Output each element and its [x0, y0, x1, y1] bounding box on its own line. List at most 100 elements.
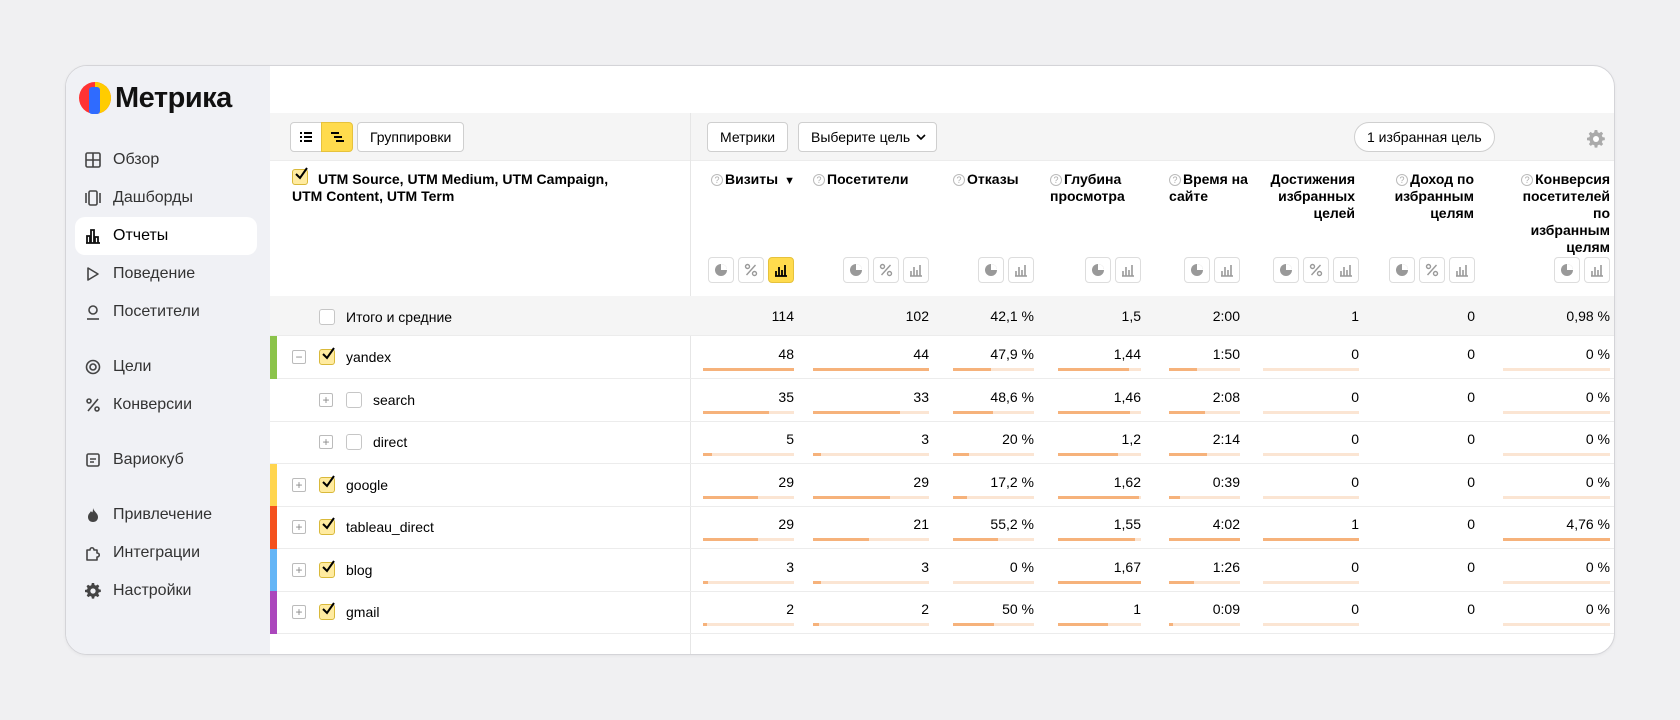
expand-icon[interactable]: +: [319, 393, 333, 407]
metric-bar-track: [1263, 411, 1359, 414]
sidebar-item-dashboards[interactable]: Дашборды: [75, 179, 257, 217]
table-row[interactable]: + blog 3 3 0 % 1,67 1:26 0 0 0 %: [270, 549, 1614, 592]
collapse-icon[interactable]: −: [292, 350, 306, 364]
list-view-button[interactable]: [290, 122, 322, 152]
metric-bar-fill: [813, 496, 890, 499]
row-checkbox[interactable]: [319, 602, 335, 620]
column-header[interactable]: ? Глубина просмотра: [1050, 171, 1140, 205]
row-label[interactable]: tableau_direct: [346, 519, 434, 535]
percent-view-button[interactable]: [1303, 257, 1329, 283]
column-header[interactable]: ? Время на сайте: [1169, 171, 1249, 205]
column-header[interactable]: Достижения избранных целей: [1257, 171, 1355, 222]
sidebar-item-variocube[interactable]: Вариокуб: [75, 441, 257, 479]
nav-gap: [75, 424, 257, 441]
column-header[interactable]: ? Посетители: [813, 171, 929, 188]
table-row[interactable]: + tableau_direct 29 21 55,2 % 1,55 4:02 1 0 4,76 …: [270, 506, 1614, 549]
bar-chart-view-button[interactable]: [1449, 257, 1475, 283]
percent-view-button[interactable]: [873, 257, 899, 283]
sidebar-item-play[interactable]: Поведение: [75, 255, 257, 293]
pie-chart-view-button[interactable]: [1085, 257, 1111, 283]
dimension-header[interactable]: UTM Source, UTM Medium, UTM Campaign, UT…: [292, 171, 609, 204]
totals-checkbox[interactable]: [319, 309, 335, 325]
bar-chart-view-button[interactable]: [1214, 257, 1240, 283]
expand-icon[interactable]: +: [292, 563, 306, 577]
tree-view-button[interactable]: [321, 122, 353, 152]
column-header[interactable]: ? Визиты ▼: [695, 171, 795, 190]
help-icon[interactable]: ?: [1050, 174, 1062, 186]
sidebar-item-reports[interactable]: Отчеты: [75, 217, 257, 255]
row-label[interactable]: search: [373, 392, 416, 408]
totals-label: Итого и средние: [346, 309, 453, 325]
metric-bar-fill: [953, 411, 993, 414]
help-icon[interactable]: ?: [1521, 174, 1534, 186]
percent-view-button[interactable]: [1419, 257, 1445, 283]
metrics-button[interactable]: Метрики: [707, 122, 789, 152]
table-row[interactable]: + search 35 33 48,6 % 1,46 2:08 0 0 0 %: [270, 379, 1614, 422]
metric-bar-fill: [1169, 411, 1205, 414]
help-icon[interactable]: ?: [1396, 174, 1409, 186]
column-header[interactable]: ? Отказы: [953, 171, 1034, 188]
pie-chart-view-button[interactable]: [978, 257, 1004, 283]
expand-icon[interactable]: +: [292, 520, 306, 534]
metric-bar-track: [703, 453, 794, 456]
row-checkbox[interactable]: [319, 517, 335, 535]
help-icon[interactable]: ?: [711, 174, 723, 186]
row-label[interactable]: direct: [373, 434, 408, 450]
pie-chart-view-button[interactable]: [708, 257, 734, 283]
table-row[interactable]: − yandex 48 44 47,9 % 1,44 1:50 0 0 0 %: [270, 336, 1614, 379]
select-all-checkbox[interactable]: [292, 167, 308, 185]
pie-chart-view-button[interactable]: [1554, 257, 1580, 283]
bar-chart-view-button[interactable]: [1115, 257, 1141, 283]
pie-chart-view-button[interactable]: [1184, 257, 1210, 283]
series-color-strip: [270, 464, 277, 507]
row-checkbox[interactable]: [319, 475, 335, 493]
table-row[interactable]: + gmail 2 2 50 % 1 0:09 0 0 0 %: [270, 591, 1614, 634]
groupings-button[interactable]: Группировки: [357, 122, 465, 152]
row-checkbox[interactable]: [319, 347, 335, 365]
row-checkbox[interactable]: [346, 392, 362, 408]
goal-select[interactable]: Выберите цель: [798, 122, 938, 152]
metric-bar-fill: [1263, 538, 1359, 541]
help-icon[interactable]: ?: [813, 174, 825, 186]
help-icon[interactable]: ?: [953, 174, 965, 186]
sidebar-item-gear[interactable]: Настройки: [75, 572, 257, 610]
sidebar-item-grid[interactable]: Обзор: [75, 141, 257, 179]
bar-chart-view-button[interactable]: [1008, 257, 1034, 283]
sidebar-item-puzzle[interactable]: Интеграции: [75, 534, 257, 572]
metric-bar-track: [1263, 453, 1359, 456]
bar-chart-view-button[interactable]: [1333, 257, 1359, 283]
row-checkbox[interactable]: [319, 560, 335, 578]
table-row[interactable]: + google 29 29 17,2 % 1,62 0:39 0 0 0 %: [270, 464, 1614, 507]
row-label[interactable]: yandex: [346, 349, 392, 365]
expand-icon[interactable]: +: [292, 478, 306, 492]
pie-chart-view-button[interactable]: [843, 257, 869, 283]
bar-chart-view-button[interactable]: [768, 257, 794, 283]
metric-bar-track: [953, 538, 1034, 541]
settings-gear-icon[interactable]: [1587, 130, 1605, 148]
row-checkbox[interactable]: [346, 434, 362, 450]
sidebar-item-user[interactable]: Посетители: [75, 293, 257, 331]
expand-icon[interactable]: +: [292, 605, 306, 619]
metric-value: 50 %: [1002, 601, 1034, 617]
column-header[interactable]: ? Конверсия посетителей по избранным целя…: [1510, 171, 1610, 256]
fire-icon: [84, 506, 102, 524]
percent-view-button[interactable]: [738, 257, 764, 283]
sidebar-item-percent[interactable]: Конверсии: [75, 386, 257, 424]
logo[interactable]: Метрика: [78, 81, 232, 115]
favorite-goal-button[interactable]: 1 избранная цель: [1354, 122, 1495, 152]
sidebar-item-target[interactable]: Цели: [75, 348, 257, 386]
row-label[interactable]: blog: [346, 562, 373, 578]
sidebar-item-fire[interactable]: Привлечение: [75, 496, 257, 534]
pie-chart-view-button[interactable]: [1389, 257, 1415, 283]
table-row[interactable]: + direct 5 3 20 % 1,2 2:14 0 0 0 %: [270, 421, 1614, 464]
column-title: Отказы: [967, 171, 1019, 187]
expand-icon[interactable]: +: [319, 435, 333, 449]
column-header[interactable]: ? Доход по избранным целям: [1386, 171, 1474, 222]
bar-chart-view-button[interactable]: [1584, 257, 1610, 283]
bar-chart-view-button[interactable]: [903, 257, 929, 283]
row-label[interactable]: gmail: [346, 604, 380, 620]
row-label[interactable]: google: [346, 477, 389, 493]
help-icon[interactable]: ?: [1169, 174, 1181, 186]
metric-bar-fill: [1169, 368, 1198, 371]
pie-chart-view-button[interactable]: [1273, 257, 1299, 283]
